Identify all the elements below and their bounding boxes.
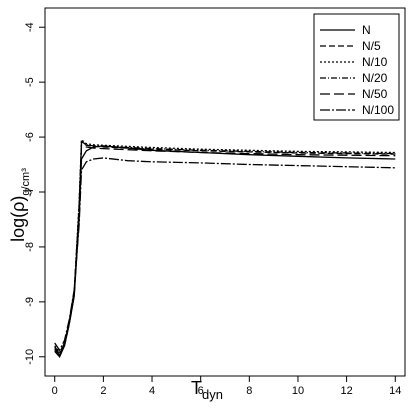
y-axis: -10 -9 -8 -7 -6 -5 -4 [24, 22, 45, 365]
series-line [54, 141, 396, 356]
legend-label: N/100 [362, 103, 394, 117]
legend-label: N/50 [362, 87, 388, 101]
y-tick-label: -5 [24, 77, 36, 87]
series-line [54, 140, 396, 355]
x-axis: 0 2 4 6 8 10 12 14 [52, 376, 401, 397]
legend-label: N [362, 23, 371, 37]
y-axis-label: log(ρ)g/cm³ [8, 168, 32, 242]
y-tick-label: -7 [24, 187, 36, 197]
x-axis-label-sub: dyn [202, 387, 223, 402]
legend-box [313, 13, 400, 121]
y-axis-label-sub: g/cm³ [20, 168, 32, 196]
series-line [54, 145, 396, 358]
x-tick-label: 8 [246, 385, 252, 397]
x-tick-label: 10 [292, 385, 304, 397]
legend-label: N/5 [362, 39, 381, 53]
y-axis-label-main: log(ρ) [8, 196, 28, 242]
y-tick-label: -4 [24, 22, 36, 32]
x-tick-label: 14 [389, 385, 401, 397]
x-tick-label: 0 [52, 385, 58, 397]
legend: N N/5 N/10 N/20 N/50 N/100 [313, 13, 400, 121]
legend-label: N/20 [362, 71, 388, 85]
series-line [54, 144, 396, 357]
series-layer [54, 138, 396, 358]
x-tick-label: 12 [340, 385, 352, 397]
series-line [54, 157, 396, 352]
x-tick-label: 4 [149, 385, 155, 397]
legend-label: N/10 [362, 55, 388, 69]
y-tick-label: -8 [24, 242, 36, 252]
series-line [54, 138, 396, 354]
x-axis-label: Tdyn [191, 378, 223, 402]
x-axis-label-main: T [191, 378, 202, 398]
x-tick-label: 2 [100, 385, 106, 397]
y-tick-label: -9 [24, 297, 36, 307]
y-tick-label: -10 [24, 349, 36, 365]
x-tick-label: 6 [198, 385, 204, 397]
y-tick-label: -6 [24, 132, 36, 142]
